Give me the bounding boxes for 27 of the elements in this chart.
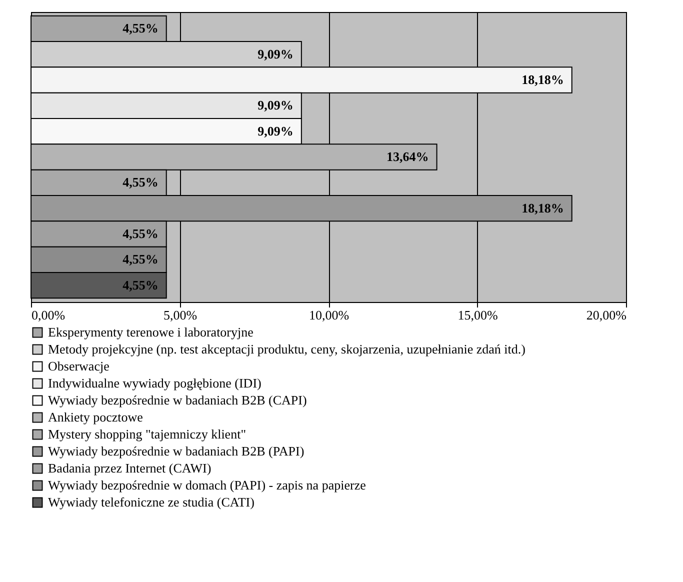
data-label: 9,09% — [258, 46, 294, 62]
legend-label: Obserwacje — [48, 358, 110, 374]
x-tick-label: 0,00% — [32, 308, 66, 322]
data-label: 4,55% — [122, 277, 158, 292]
data-label: 18,18% — [522, 72, 564, 88]
legend-label: Eksperymenty terenowe i laboratoryjne — [48, 324, 254, 340]
legend-label: Indywidualne wywiady pogłębione (IDI) — [48, 376, 262, 390]
x-tick-label: 5,00% — [163, 308, 198, 322]
data-label: 4,55% — [122, 174, 158, 190]
legend-label: Metody projekcyjne (np. test akceptacji produktu, ceny, skojarzenia, uzupełnianie zdań itd.) — [48, 342, 526, 356]
data-label: 9,09% — [258, 98, 294, 113]
x-tick-label: 15,00% — [458, 308, 498, 322]
data-label: 9,09% — [258, 123, 294, 138]
legend-label: Mystery shopping "tajemniczy klient" — [48, 426, 246, 442]
legend-label: Wywiady bezpośrednie w badaniach B2B (PAPI) — [48, 444, 304, 458]
legend-label: Wywiady telefoniczne ze studia (CATI) — [48, 494, 254, 510]
legend-label: Ankiety pocztowe — [48, 410, 144, 424]
legend-label: Badania przez Internet (CAWI) — [48, 460, 212, 476]
x-tick-label: 10,00% — [308, 308, 350, 322]
legend-label: Wywiady bezpośrednie w domach (PAPI) - zapis na papierze — [48, 478, 366, 492]
data-label: 18,18% — [522, 200, 564, 216]
data-label: 4,55% — [122, 20, 158, 36]
data-label: 4,55% — [122, 252, 158, 267]
legend-label: Wywiady bezpośrednie w badaniach B2B (CAPI) — [48, 392, 307, 408]
data-label: 13,64% — [386, 149, 429, 164]
data-label: 4,55% — [122, 226, 158, 241]
x-tick-label: 20,00% — [586, 308, 627, 322]
